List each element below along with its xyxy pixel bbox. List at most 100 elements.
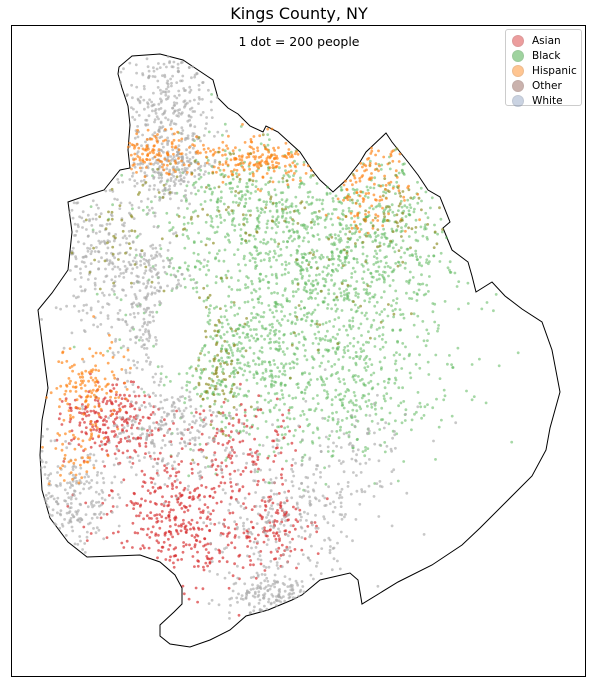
population-dot-asian (275, 532, 278, 535)
population-dot-black (210, 192, 214, 196)
population-dot-white (290, 586, 294, 589)
population-dot-white (199, 113, 203, 117)
population-dot-black (289, 332, 293, 335)
population-dot-white (146, 65, 150, 69)
population-dot-white (290, 480, 294, 484)
population-dot-white (146, 197, 150, 201)
population-dot-white (152, 319, 156, 323)
population-dot-black (249, 319, 253, 322)
population-dot-black (164, 375, 168, 379)
population-dot-asian (132, 503, 136, 507)
population-dot-asian (119, 437, 123, 441)
population-dot-black (261, 278, 265, 282)
population-dot-black (406, 247, 410, 251)
population-dot-white (136, 414, 140, 418)
population-dot-black (365, 185, 369, 189)
population-dot-black (194, 192, 198, 196)
population-dot-black (365, 288, 368, 291)
population-dot-white (145, 308, 148, 312)
population-dot-asian (235, 523, 238, 526)
population-dot-black (247, 389, 251, 393)
population-dot-white (138, 162, 142, 166)
population-dot-white (233, 520, 237, 524)
population-dot-black (213, 402, 216, 406)
population-dot-white (117, 524, 121, 528)
population-dot-black (352, 378, 356, 382)
population-dot-black (295, 383, 299, 386)
population-dot-black (285, 297, 289, 301)
population-dot-white (142, 317, 146, 321)
population-dot-asian (256, 455, 260, 459)
population-dot-asian (199, 510, 203, 514)
population-dot-asian (139, 436, 143, 440)
population-dot-black (254, 185, 258, 189)
population-dot-black (327, 264, 330, 267)
population-dot-white (297, 594, 301, 598)
population-dot-white (228, 502, 232, 506)
population-dot-black (375, 278, 379, 282)
population-dot-asian (251, 460, 255, 464)
population-dot-asian (172, 422, 175, 425)
population-dot-hispanic (234, 146, 237, 150)
population-dot-white (131, 305, 134, 309)
population-dot-black (386, 245, 390, 248)
population-dot-white (187, 427, 191, 431)
population-dot-white (267, 511, 271, 514)
population-dot-white (150, 254, 153, 258)
population-dot-white (68, 506, 72, 510)
population-dot-black (416, 180, 419, 184)
population-dot-white (203, 424, 206, 428)
population-dot-black (370, 405, 374, 409)
population-dot-black (299, 414, 303, 417)
population-dot-asian (235, 413, 239, 417)
population-dot-white (160, 420, 164, 424)
population-dot-black (394, 359, 398, 363)
population-dot-white (172, 165, 176, 169)
population-dot-black (310, 266, 313, 269)
population-dot-asian (112, 387, 116, 390)
population-dot-white (275, 564, 279, 567)
population-dot-black (341, 365, 345, 369)
population-dot-asian (238, 488, 242, 491)
population-dot-white (221, 414, 225, 418)
population-dot-black (206, 320, 210, 324)
population-dot-asian (221, 475, 225, 479)
population-dot-black (350, 423, 354, 426)
population-dot-black (338, 428, 342, 432)
population-dot-black (330, 212, 334, 216)
population-dot-black (198, 268, 202, 271)
population-dot-black (266, 143, 270, 147)
population-dot-black (466, 302, 470, 305)
population-dot-hispanic (286, 151, 290, 155)
population-dot-black (368, 357, 372, 361)
population-dot-black (197, 364, 200, 368)
population-dot-black (200, 392, 204, 396)
population-dot-black (183, 261, 187, 265)
population-dot-black (288, 406, 292, 410)
population-dot-black (219, 221, 223, 225)
population-dot-hispanic (141, 152, 144, 156)
population-dot-asian (243, 408, 247, 412)
population-dot-black (274, 403, 278, 407)
population-dot-asian (306, 525, 310, 528)
population-dot-white (175, 286, 178, 290)
population-dot-white (187, 395, 191, 399)
population-dot-black (353, 270, 357, 274)
population-dot-asian (206, 542, 210, 546)
population-dot-white (166, 55, 170, 58)
population-dot-white (270, 514, 274, 518)
population-dot-black (336, 420, 340, 424)
population-dot-hispanic (166, 163, 169, 167)
population-dot-black (300, 252, 304, 256)
population-dot-asian (132, 491, 136, 495)
population-dot-black (274, 305, 278, 309)
population-dot-white (255, 522, 259, 525)
population-dot-white (237, 592, 240, 596)
population-dot-black (403, 204, 407, 208)
population-dot-hispanic (162, 168, 166, 172)
population-dot-white (139, 336, 143, 339)
population-dot-black (280, 318, 284, 321)
population-dot-black (296, 249, 300, 253)
population-dot-black (280, 198, 284, 202)
population-dot-black (419, 186, 423, 190)
